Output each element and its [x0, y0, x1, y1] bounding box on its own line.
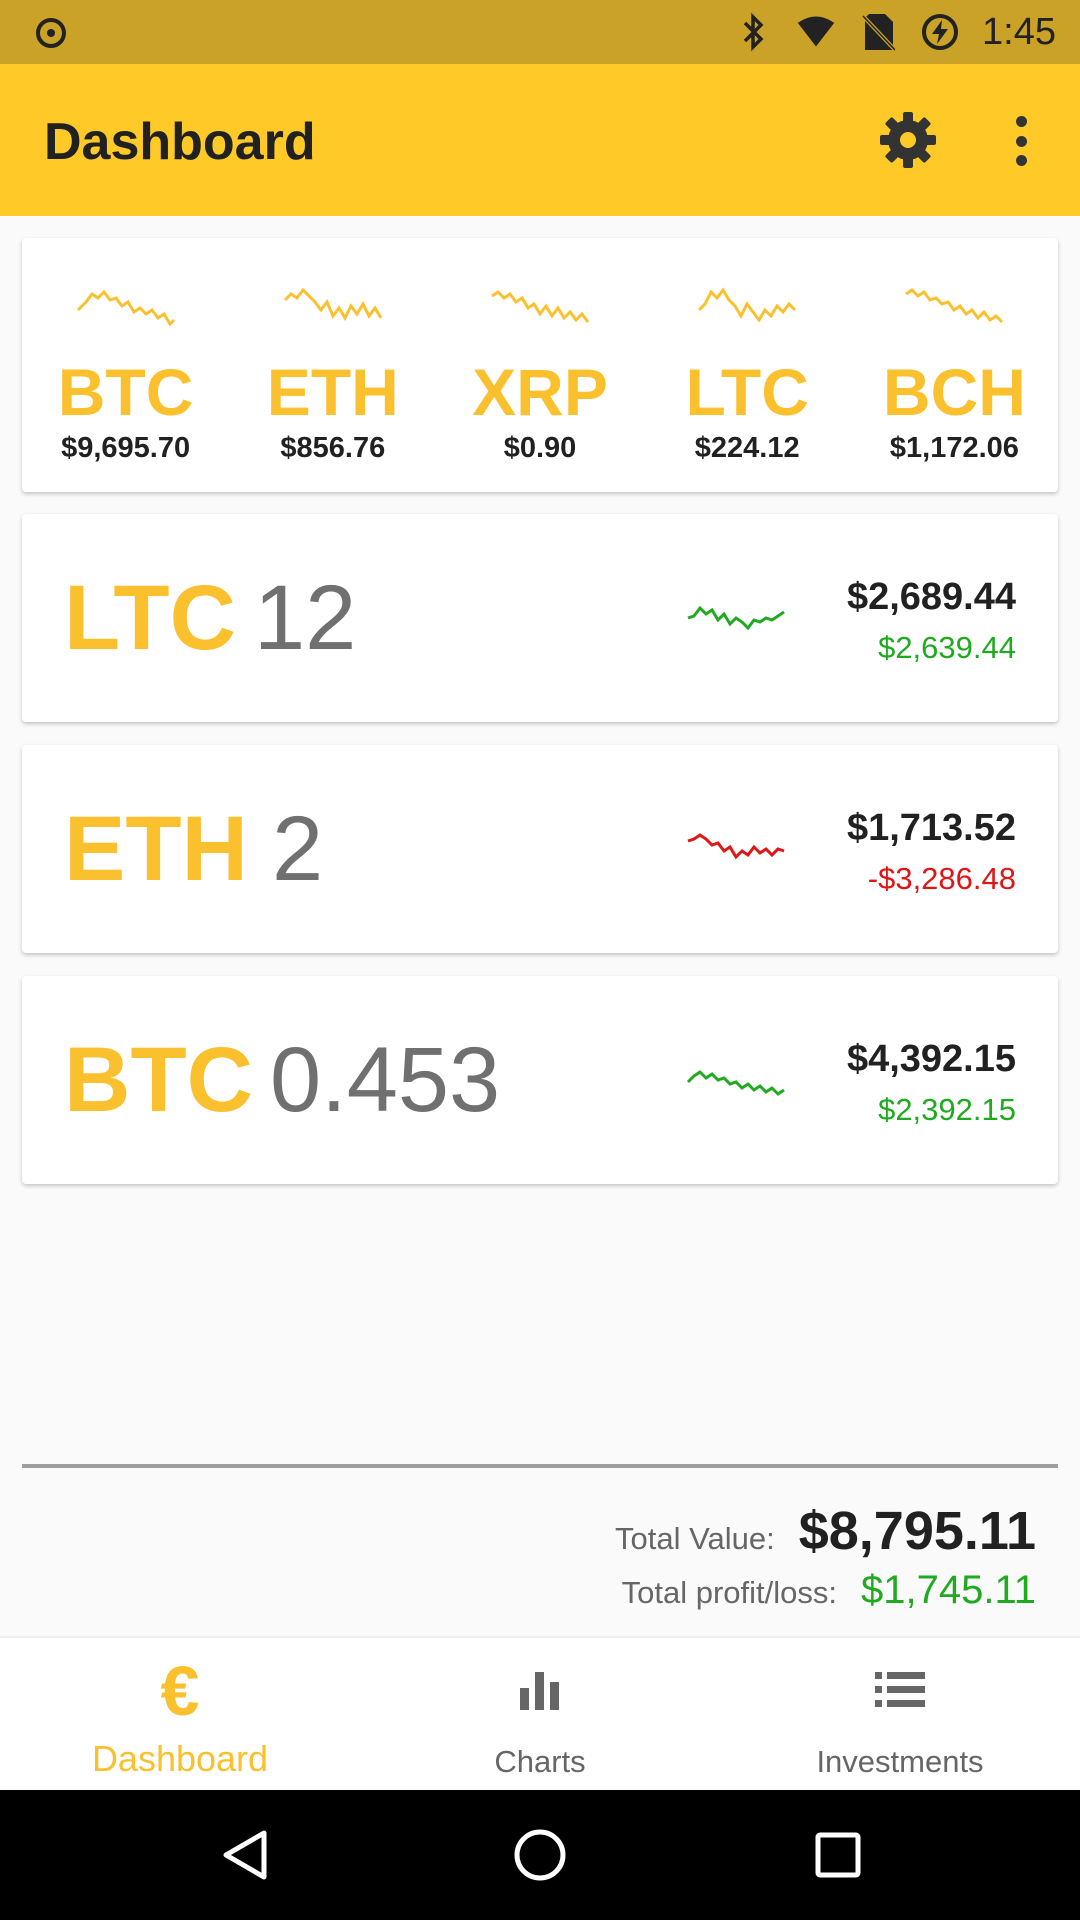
ticker-item-bch[interactable]: BCH $1,172.06: [851, 238, 1058, 492]
ticker-price: $856.76: [280, 432, 386, 464]
holding-symbol: ETH: [64, 798, 248, 900]
ticker-symbol: ETH: [266, 355, 399, 429]
back-icon[interactable]: [216, 1825, 276, 1885]
page-title: Dashboard: [44, 113, 316, 171]
sparkline-icon: [491, 290, 590, 323]
ticker-symbol: BCH: [882, 355, 1026, 429]
ticker-symbol: BTC: [57, 355, 194, 429]
total-profit-loss: $1,745.11: [861, 1568, 1036, 1612]
recents-icon[interactable]: [808, 1825, 868, 1885]
ticker-price: $1,172.06: [889, 432, 1019, 464]
ticker-item-ltc[interactable]: LTC $224.12: [644, 238, 851, 492]
ticker-price: $9,695.70: [61, 432, 191, 464]
bluetooth-icon: [734, 12, 774, 52]
nav-item-dashboard[interactable]: € Dashboard: [0, 1638, 360, 1790]
battery-charging-icon: [920, 12, 960, 52]
holding-value: $2,689.44: [846, 576, 1016, 618]
holding-card-btc[interactable]: BTC 0.453 $4,392.15 $2,392.15: [22, 976, 1058, 1184]
home-icon[interactable]: [510, 1825, 570, 1885]
nav-label: Investments: [816, 1744, 984, 1779]
list-icon: [873, 1666, 927, 1719]
nav-item-investments[interactable]: Investments: [720, 1638, 1080, 1790]
holding-card-ltc[interactable]: LTC 12 $2,689.44 $2,639.44: [22, 514, 1058, 722]
holding-value: $4,392.15: [846, 1038, 1016, 1080]
price-ticker-card: BTC $9,695.70 ETH $856.76 XRP $0.90 LTC …: [22, 238, 1058, 492]
total-value-label: Total Value:: [615, 1521, 775, 1556]
gear-icon[interactable]: [878, 110, 938, 170]
sparkline-icon: [698, 287, 797, 323]
nav-label: Dashboard: [91, 1738, 269, 1779]
sparkline-up-icon: [686, 1070, 785, 1096]
ticker-item-eth[interactable]: ETH $856.76: [229, 238, 436, 492]
app-bar: Dashboard: [0, 64, 1080, 216]
nav-label: Charts: [494, 1744, 586, 1779]
sparkline-up-icon: [687, 605, 785, 631]
bar-chart-icon: [516, 1666, 564, 1719]
holding-symbol: BTC: [64, 1029, 254, 1131]
ticker-price: $224.12: [694, 432, 800, 464]
holding-quantity: 12: [254, 567, 357, 669]
clock: 1:45: [982, 10, 1056, 53]
holding-profit-loss: $2,392.15: [878, 1092, 1016, 1127]
ticker-symbol: XRP: [472, 355, 608, 429]
euro-icon: €: [160, 1652, 200, 1730]
sparkline-icon: [76, 289, 175, 327]
nav-item-charts[interactable]: Charts: [360, 1638, 720, 1790]
bottom-navigation: € Dashboard Charts Investments: [0, 1638, 1080, 1790]
total-profit-loss-label: Total profit/loss:: [621, 1575, 838, 1610]
record-icon: [36, 18, 66, 48]
sparkline-icon: [905, 288, 1004, 324]
holding-value: $1,713.52: [846, 807, 1016, 849]
system-navigation-bar: [0, 1790, 1080, 1920]
divider: [22, 1464, 1058, 1468]
ticker-item-btc[interactable]: BTC $9,695.70: [22, 238, 229, 492]
holding-symbol: LTC: [64, 567, 237, 669]
total-value-row: Total Value: $8,795.11: [615, 1500, 1036, 1562]
ticker-item-xrp[interactable]: XRP $0.90: [436, 238, 643, 492]
holding-card-eth[interactable]: ETH 2 $1,713.52 -$3,286.48: [22, 745, 1058, 953]
no-sim-icon: [858, 12, 898, 52]
more-vert-icon[interactable]: [1004, 116, 1038, 166]
holding-quantity: 2: [272, 798, 324, 900]
holding-quantity: 0.453: [270, 1029, 501, 1131]
status-bar: 1:45: [0, 0, 1080, 64]
total-profit-loss-row: Total profit/loss: $1,745.11: [622, 1568, 1036, 1613]
total-value: $8,795.11: [798, 1501, 1036, 1561]
holding-profit-loss: -$3,286.48: [867, 861, 1016, 896]
sparkline-icon: [283, 287, 383, 322]
wifi-icon: [796, 12, 836, 52]
ticker-price: $0.90: [503, 432, 577, 464]
ticker-symbol: LTC: [685, 355, 809, 429]
sparkline-down-icon: [687, 833, 785, 860]
holding-profit-loss: $2,639.44: [878, 630, 1016, 665]
